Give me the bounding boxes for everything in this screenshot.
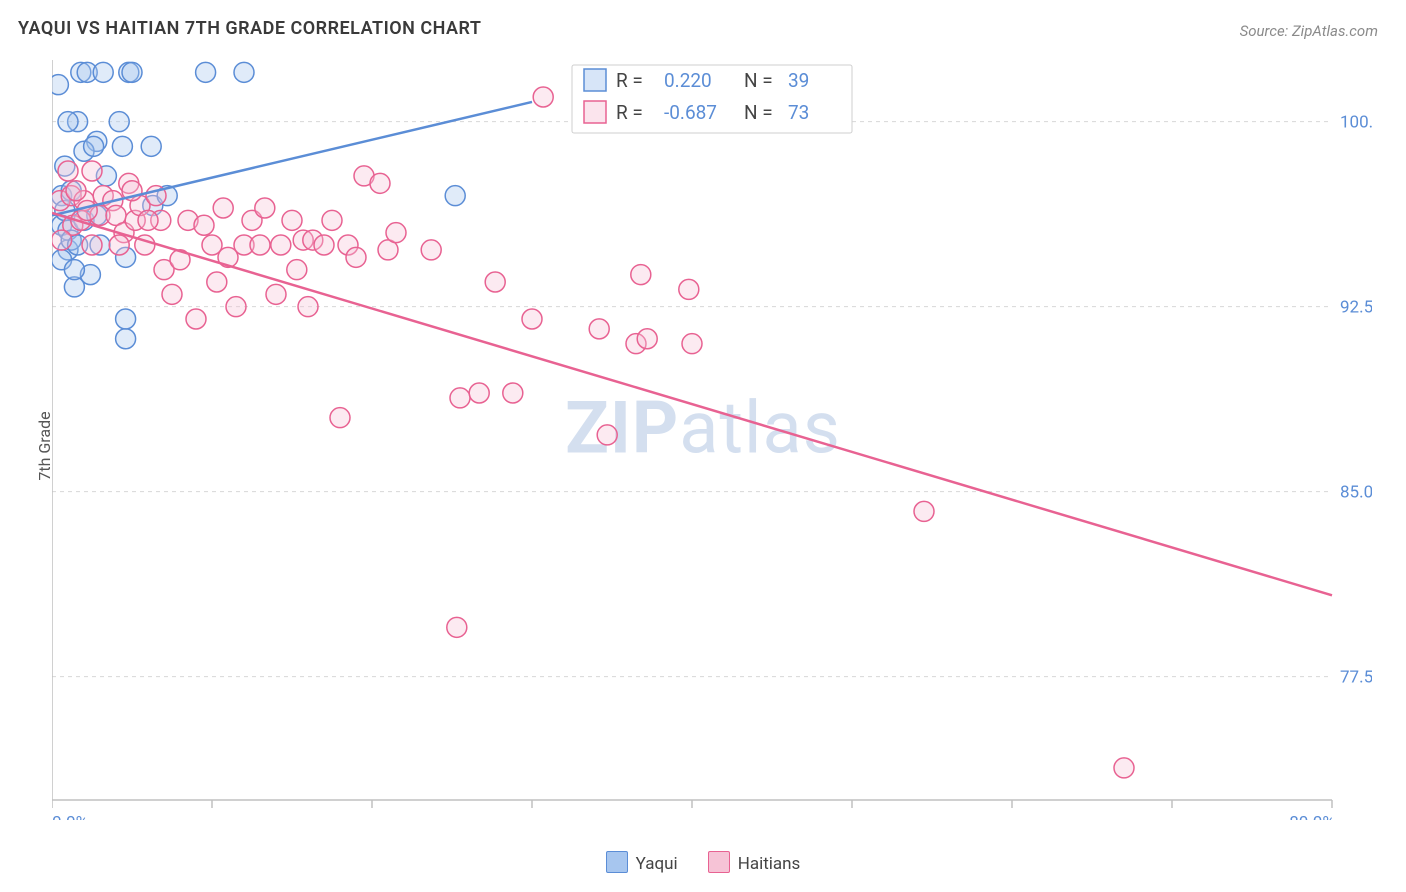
data-point	[109, 112, 129, 132]
data-point	[255, 198, 275, 218]
legend-item: Haitians	[708, 851, 801, 874]
data-point	[447, 617, 467, 637]
data-point	[679, 279, 699, 299]
data-point	[250, 235, 270, 255]
data-point	[64, 260, 84, 280]
legend-label: Yaqui	[636, 854, 678, 874]
data-point	[1114, 758, 1134, 778]
data-point	[589, 319, 609, 339]
legend-swatch	[708, 851, 730, 873]
data-point	[196, 62, 216, 82]
data-point	[450, 388, 470, 408]
legend-label: Haitians	[738, 854, 801, 874]
data-point	[469, 383, 489, 403]
data-point	[226, 297, 246, 317]
data-point	[282, 210, 302, 230]
trend-line	[52, 213, 1332, 595]
legend-r-label: R =	[616, 101, 643, 124]
data-point	[234, 62, 254, 82]
data-point	[266, 284, 286, 304]
data-point	[186, 309, 206, 329]
data-point	[631, 265, 651, 285]
data-point	[386, 223, 406, 243]
data-point	[93, 62, 113, 82]
data-point	[109, 235, 129, 255]
y-tick-label: 77.5%	[1340, 668, 1372, 688]
data-point	[122, 62, 142, 82]
scatter-plot: 77.5% 85.0% 92.5% 100.0% 0.0% 80.0% R = 0.220 N …	[52, 60, 1372, 820]
data-point	[271, 235, 291, 255]
legend-r-label: R =	[616, 69, 643, 92]
data-point	[213, 198, 233, 218]
data-point	[116, 309, 136, 329]
data-point	[533, 87, 553, 107]
data-point	[138, 210, 158, 230]
data-point	[298, 297, 318, 317]
data-point	[330, 408, 350, 428]
data-point	[322, 210, 342, 230]
chart-title: YAQUI VS HAITIAN 7TH GRADE CORRELATION C…	[18, 18, 481, 39]
data-point	[503, 383, 523, 403]
legend-r-value: 0.220	[664, 69, 712, 92]
legend-n-label: N =	[744, 101, 773, 124]
y-tick-label: 92.5%	[1340, 298, 1372, 318]
data-point	[66, 181, 86, 201]
legend-r-value: -0.687	[664, 101, 717, 124]
data-point	[485, 272, 505, 292]
data-point	[682, 334, 702, 354]
data-point	[58, 112, 78, 132]
bottom-legend: Yaqui Haitians	[0, 851, 1406, 874]
data-point	[162, 284, 182, 304]
data-point	[914, 501, 934, 521]
data-point	[194, 215, 214, 235]
data-point	[112, 136, 132, 156]
source-label: Source: ZipAtlas.com	[1240, 22, 1378, 40]
data-point	[116, 329, 136, 349]
data-point	[58, 161, 78, 181]
data-point	[597, 425, 617, 445]
data-point	[52, 75, 68, 95]
legend-swatch	[584, 101, 606, 123]
y-tick-label: 100.0%	[1340, 113, 1372, 133]
data-point	[445, 186, 465, 206]
data-point	[52, 230, 72, 250]
legend-swatch	[584, 69, 606, 91]
data-point	[84, 136, 104, 156]
data-point	[287, 260, 307, 280]
legend-n-value: 73	[788, 101, 809, 124]
legend-swatch	[606, 851, 628, 873]
data-point	[346, 247, 366, 267]
chart-container: YAQUI VS HAITIAN 7TH GRADE CORRELATION C…	[0, 0, 1406, 892]
data-point	[141, 136, 161, 156]
legend-n-label: N =	[744, 69, 773, 92]
data-point	[314, 235, 334, 255]
data-point	[77, 200, 97, 220]
data-point	[207, 272, 227, 292]
legend-item: Yaqui	[606, 851, 678, 874]
x-tick-label: 0.0%	[52, 813, 88, 820]
data-point	[421, 240, 441, 260]
x-tick-label: 80.0%	[1289, 813, 1335, 820]
legend-n-value: 39	[788, 69, 809, 92]
data-point	[370, 173, 390, 193]
data-point	[522, 309, 542, 329]
y-tick-label: 85.0%	[1340, 483, 1372, 503]
data-point	[82, 161, 102, 181]
data-point	[637, 329, 657, 349]
data-point	[82, 235, 102, 255]
